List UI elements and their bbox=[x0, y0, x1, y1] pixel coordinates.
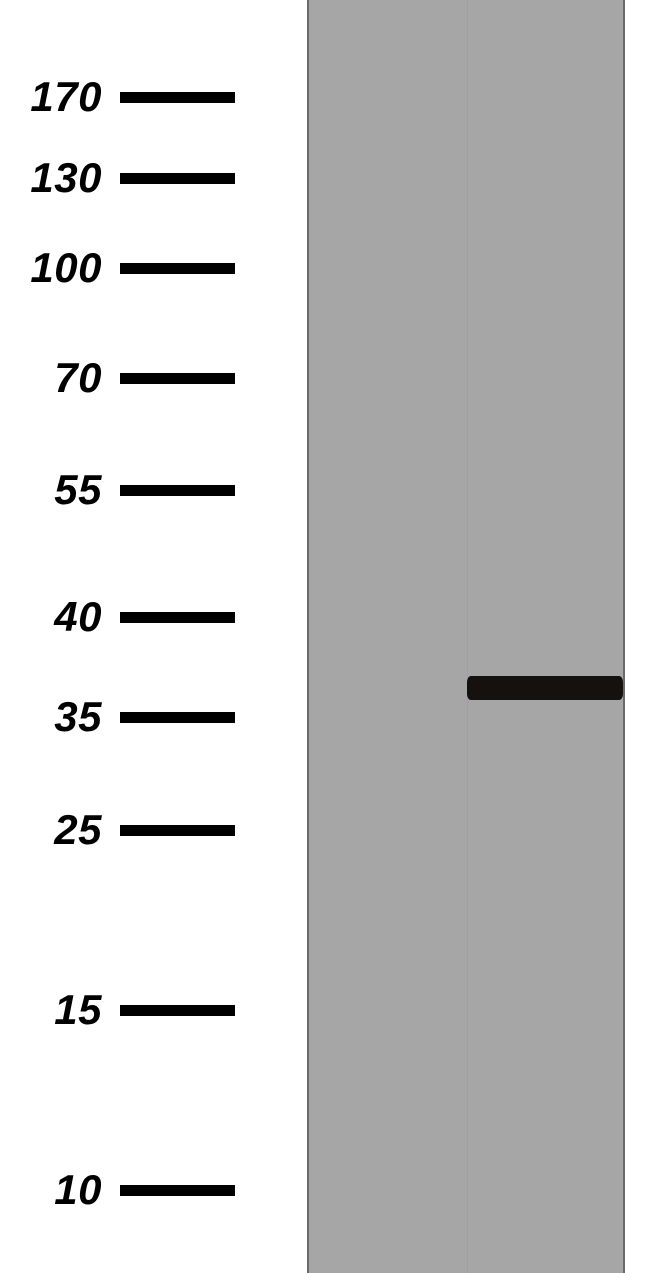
mw-marker-label: 55 bbox=[0, 466, 120, 514]
mw-marker-tick bbox=[120, 173, 235, 184]
mw-marker-tick bbox=[120, 1005, 235, 1016]
blot-band bbox=[467, 676, 623, 700]
mw-marker-tick bbox=[120, 92, 235, 103]
mw-marker: 10 bbox=[0, 1166, 300, 1214]
mw-marker-label: 25 bbox=[0, 806, 120, 854]
mw-marker-label: 70 bbox=[0, 354, 120, 402]
mw-marker-tick bbox=[120, 373, 235, 384]
mw-marker-tick bbox=[120, 825, 235, 836]
mw-marker-tick bbox=[120, 485, 235, 496]
mw-marker-label: 40 bbox=[0, 593, 120, 641]
mw-marker-label: 100 bbox=[0, 244, 120, 292]
mw-marker-label: 35 bbox=[0, 693, 120, 741]
lane-divider bbox=[467, 0, 468, 1273]
mw-marker-tick bbox=[120, 612, 235, 623]
mw-marker: 35 bbox=[0, 693, 300, 741]
mw-marker: 55 bbox=[0, 466, 300, 514]
mw-marker: 70 bbox=[0, 354, 300, 402]
mw-marker-label: 170 bbox=[0, 73, 120, 121]
mw-marker-tick bbox=[120, 712, 235, 723]
blot-membrane bbox=[307, 0, 625, 1273]
mw-marker: 15 bbox=[0, 986, 300, 1034]
western-blot-figure: 170 130 100 70 55 40 35 25 15 10 bbox=[0, 0, 650, 1273]
mw-marker: 130 bbox=[0, 154, 300, 202]
mw-marker: 40 bbox=[0, 593, 300, 641]
mw-marker-tick bbox=[120, 1185, 235, 1196]
mw-marker: 170 bbox=[0, 73, 300, 121]
mw-marker-label: 130 bbox=[0, 154, 120, 202]
mw-marker-tick bbox=[120, 263, 235, 274]
mw-ladder: 170 130 100 70 55 40 35 25 15 10 bbox=[0, 0, 300, 1273]
mw-marker-label: 10 bbox=[0, 1166, 120, 1214]
mw-marker: 25 bbox=[0, 806, 300, 854]
mw-marker-label: 15 bbox=[0, 986, 120, 1034]
mw-marker: 100 bbox=[0, 244, 300, 292]
